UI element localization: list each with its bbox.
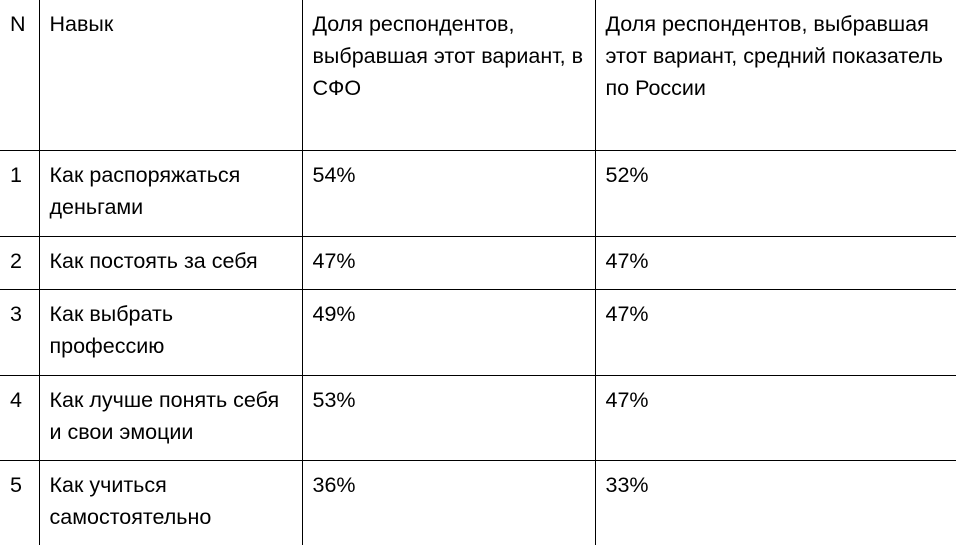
row-skill: Как постоять за себя bbox=[38, 235, 303, 290]
row-skill: Как выбрать профессию bbox=[38, 288, 303, 376]
row-sfo-share: 54% bbox=[301, 149, 596, 237]
row-russia-share: 52% bbox=[594, 149, 956, 237]
row-skill: Как лучше понять себя и свои эмоции bbox=[38, 374, 303, 461]
row-russia-share: 47% bbox=[594, 288, 956, 376]
table-row: 3 Как выбрать профессию 49% 47% bbox=[0, 288, 956, 376]
row-russia-share: 47% bbox=[594, 374, 956, 461]
table-row: 4 Как лучше понять себя и свои эмоции 53… bbox=[0, 374, 956, 461]
row-skill: Как учиться самостоятельно bbox=[38, 459, 303, 545]
row-sfo-share: 47% bbox=[301, 235, 596, 290]
row-russia-share: 33% bbox=[594, 459, 956, 545]
row-number: 2 bbox=[0, 235, 40, 290]
header-number: N bbox=[0, 0, 40, 151]
table-header-row: N Навык Доля респондентов, выбравшая это… bbox=[0, 0, 956, 151]
row-russia-share: 47% bbox=[594, 235, 956, 290]
row-number: 5 bbox=[0, 459, 40, 545]
row-sfo-share: 49% bbox=[301, 288, 596, 376]
table-row: 1 Как распоряжаться деньгами 54% 52% bbox=[0, 149, 956, 237]
header-skill: Навык bbox=[38, 0, 303, 151]
row-sfo-share: 36% bbox=[301, 459, 596, 545]
header-sfo-share: Доля респондентов, выбравшая этот вариан… bbox=[301, 0, 596, 151]
table-row: 5 Как учиться самостоятельно 36% 33% bbox=[0, 459, 956, 545]
row-number: 1 bbox=[0, 149, 40, 237]
row-skill: Как распоряжаться деньгами bbox=[38, 149, 303, 237]
table-row: 2 Как постоять за себя 47% 47% bbox=[0, 235, 956, 290]
row-number: 3 bbox=[0, 288, 40, 376]
header-russia-share: Доля респондентов, выбравшая этот вариан… bbox=[594, 0, 956, 151]
row-number: 4 bbox=[0, 374, 40, 461]
row-sfo-share: 53% bbox=[301, 374, 596, 461]
